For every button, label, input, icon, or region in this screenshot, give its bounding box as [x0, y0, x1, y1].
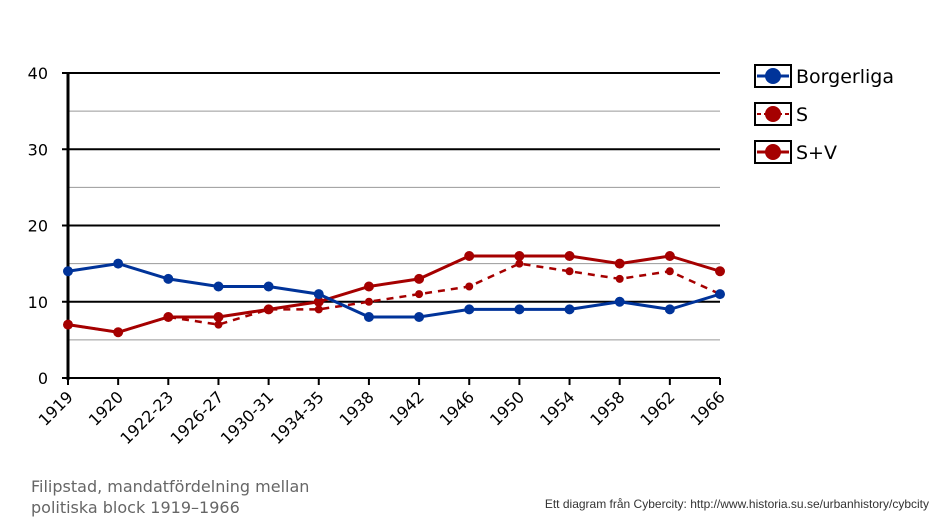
data-point-S	[465, 282, 474, 291]
legend-marker	[765, 144, 781, 160]
data-point-S+V	[63, 319, 73, 330]
y-tick-label: 30	[28, 140, 48, 159]
data-point-Borgerliga	[163, 273, 174, 284]
data-point-Borgerliga	[715, 289, 725, 300]
data-point-S+V	[414, 273, 425, 284]
x-tick-label: 1934-35	[267, 387, 328, 448]
data-point-S+V	[614, 258, 625, 269]
data-point-S	[415, 290, 424, 299]
x-tick-label: 1930-31	[217, 387, 278, 448]
data-point-S+V	[113, 327, 124, 338]
legend-marker	[765, 68, 781, 84]
data-point-Borgerliga	[213, 281, 224, 292]
data-point-S+V	[664, 251, 675, 261]
y-tick-label: 20	[28, 217, 48, 236]
x-tick-label: 1950	[486, 387, 528, 429]
legend-marker	[765, 106, 781, 122]
data-point-S	[565, 267, 574, 276]
y-tick-label: 0	[38, 369, 48, 388]
credit-text: Ett diagram från Cybercity: http://www.h…	[544, 497, 929, 511]
x-tick-label: 1958	[586, 387, 628, 429]
data-point-S+V	[464, 251, 475, 261]
data-point-S+V	[213, 312, 224, 322]
data-point-S+V	[715, 266, 725, 277]
data-point-Borgerliga	[664, 304, 675, 315]
data-point-Borgerliga	[363, 312, 374, 322]
x-tick-label: 1962	[636, 387, 678, 429]
data-point-Borgerliga	[614, 296, 625, 307]
data-point-S	[214, 320, 223, 329]
data-point-Borgerliga	[113, 258, 124, 269]
data-point-S	[615, 274, 624, 283]
data-point-Borgerliga	[564, 304, 575, 315]
data-point-Borgerliga	[63, 266, 73, 277]
data-point-S+V	[363, 281, 374, 292]
x-tick-label: 1919	[35, 387, 77, 429]
data-point-S+V	[263, 304, 274, 315]
data-point-S+V	[313, 296, 324, 307]
x-tick-label: 1920	[85, 387, 127, 429]
series-line-S+V	[67, 254, 721, 334]
x-tick-label: 1942	[386, 387, 428, 429]
x-tick-label: 1954	[536, 387, 578, 429]
x-tick-label: 1946	[436, 387, 478, 429]
legend-label: S+V	[796, 142, 837, 164]
data-point-S	[314, 305, 323, 314]
data-point-S	[665, 267, 674, 276]
data-point-S+V	[514, 251, 525, 261]
data-point-Borgerliga	[464, 304, 475, 315]
data-point-Borgerliga	[414, 312, 425, 322]
data-point-S+V	[564, 251, 575, 261]
legend-label: Borgerliga	[796, 66, 894, 88]
data-point-S+V	[163, 312, 174, 322]
legend-label: S	[796, 104, 808, 126]
chart-caption: Filipstad, mandatfördelning mellan polit…	[31, 477, 310, 517]
data-point-Borgerliga	[263, 281, 274, 292]
y-tick-label: 10	[28, 293, 48, 312]
data-point-Borgerliga	[514, 304, 525, 315]
series-line-Borgerliga	[67, 262, 721, 319]
x-tick-label: 1966	[687, 387, 729, 429]
y-tick-label: 40	[28, 64, 48, 83]
x-tick-label: 1938	[336, 387, 378, 429]
x-tick-label: 1922-23	[116, 387, 177, 448]
data-point-S	[364, 297, 373, 306]
data-point-S	[515, 259, 524, 268]
data-point-Borgerliga	[313, 289, 324, 300]
x-tick-label: 1926-27	[167, 387, 228, 448]
